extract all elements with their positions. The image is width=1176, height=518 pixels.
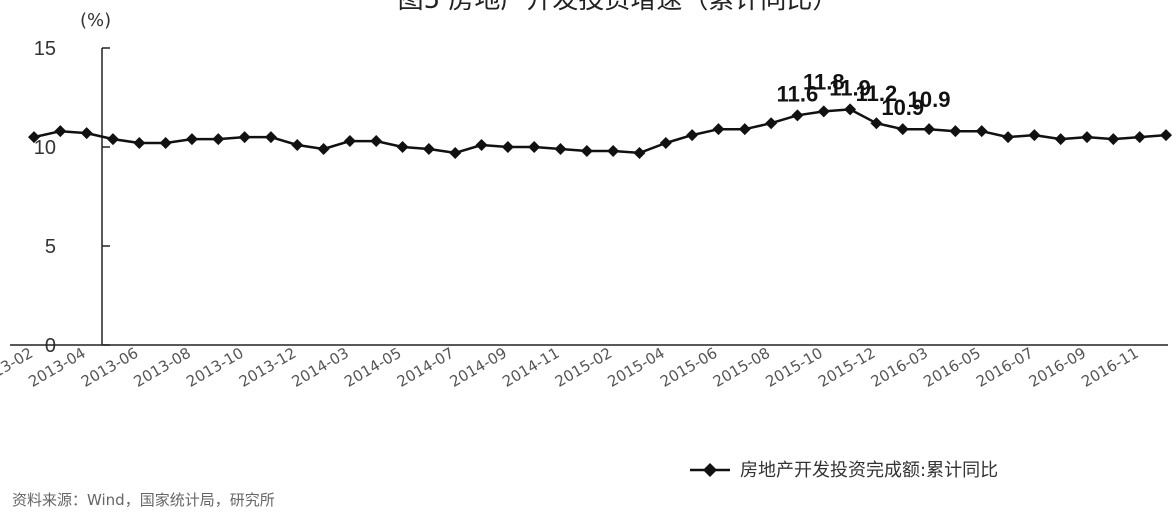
x-category-label: 2016-05 [920,344,983,391]
y-tick-label: 10 [34,137,56,159]
y-tick-label: 15 [34,38,56,60]
data-point [106,133,119,146]
x-category-label: 2015-08 [710,344,773,391]
data-point [1028,129,1041,142]
data-labels: 11.611.811.911.210.910.9 [777,69,951,120]
data-point [896,123,909,136]
data-point [54,125,67,138]
data-label: 11.6 [777,81,819,106]
x-category-label: 2013-06 [78,344,141,391]
data-point [501,141,514,153]
data-point [370,135,383,148]
data-point [238,131,251,144]
data-point [554,142,567,155]
data-label: 10.9 [908,87,951,112]
x-category-labels: 2013-022013-042013-062013-082013-102013-… [0,344,1142,391]
data-point [791,109,804,122]
data-label: 11.9 [829,75,871,100]
data-point [317,142,330,155]
x-category-label: 2014-09 [447,344,510,391]
data-point [1054,133,1067,146]
data-point [133,137,146,150]
data-point [817,105,830,118]
chart-title: 图5 房地产开发投资增速（累计同比） [398,0,839,15]
x-category-label: 2015-12 [815,344,878,391]
y-tick-label: 0 [45,335,56,357]
data-point [212,133,225,146]
data-point [1081,131,1094,144]
x-category-label: 2013-12 [236,344,299,391]
data-point [1160,129,1172,142]
data-label: 11.2 [856,81,898,106]
data-point [975,125,988,138]
source-note: 资料来源：Wind，国家统计局，研究所 [12,491,275,509]
x-category-label: 2016-09 [1026,344,1089,391]
x-category-label: 2015-10 [762,344,825,391]
x-category-label: 2016-07 [973,344,1036,391]
data-point [159,137,172,150]
y-tick-label: 5 [45,236,56,258]
series-line [33,108,1167,155]
x-category-label: 2016-11 [1078,344,1141,391]
data-point [422,142,435,155]
data-point [185,133,198,146]
x-category-label: 2016-03 [868,344,931,391]
x-category-label: 2013-08 [131,344,194,391]
data-point [712,123,725,136]
x-category-label: 2015-04 [605,344,668,391]
data-label: 10.9 [881,95,924,120]
data-point [396,141,409,153]
data-point [580,144,593,157]
legend-item: 房地产开发投资完成额:累计同比 [740,460,998,481]
data-point [343,135,356,148]
data-point [949,125,962,138]
data-point [28,131,40,144]
data-point [844,103,857,116]
data-point [291,139,304,152]
x-category-label: 2014-03 [289,344,352,391]
data-point [765,117,778,130]
data-point [870,117,883,130]
x-category-label: 2013-04 [25,344,88,391]
data-point [1133,131,1146,144]
data-point [449,146,462,159]
x-category-label: 2015-06 [657,344,720,391]
unit-label: (%) [80,10,111,31]
x-category-label: 2013-10 [183,344,246,391]
data-point [686,129,699,142]
data-point [80,127,93,140]
data-label: 11.8 [803,69,845,94]
data-point [1002,131,1015,144]
data-point [923,123,936,136]
data-point [1107,133,1120,146]
data-point [264,131,277,144]
data-point [475,139,488,152]
data-point [659,137,672,150]
data-point [607,144,620,157]
data-point [528,141,541,153]
x-category-label: 2014-05 [341,344,404,391]
data-point [633,146,646,159]
x-category-label: 2015-02 [552,344,615,391]
x-category-label: 2014-11 [499,344,562,391]
data-point [738,123,751,136]
legend: 房地产开发投资完成额:累计同比 [690,460,998,481]
y-ticks: 0 5 10 15 [34,38,110,357]
series-group [28,103,1172,159]
x-category-label: 2014-07 [394,344,457,391]
legend-marker [703,463,717,477]
